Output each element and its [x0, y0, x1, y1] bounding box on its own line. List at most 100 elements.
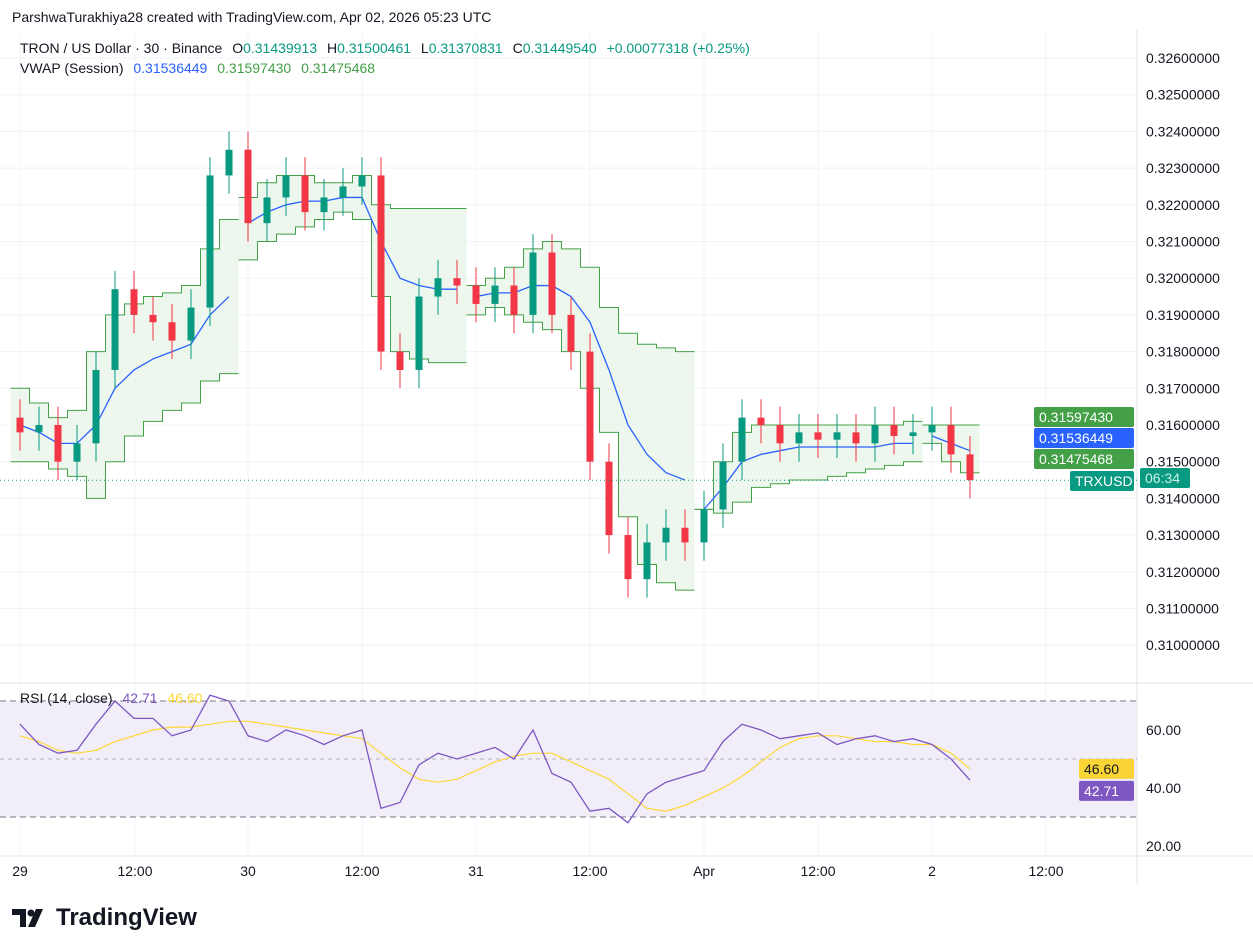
rsi-ma-badge-text: 46.60	[1084, 761, 1119, 777]
change-value: +0.00077318 (+0.25%)	[606, 40, 750, 56]
time-tick-label: 29	[12, 863, 28, 879]
time-tick-label: 12:00	[572, 863, 607, 879]
vwap-value: 0.31536449	[133, 60, 208, 76]
candle-body	[966, 454, 974, 481]
countdown-badge	[1140, 468, 1190, 488]
candle-body	[54, 425, 62, 462]
candle-body	[890, 425, 898, 437]
symbol-legend[interactable]: TRON / US Dollar · 30 · Binance O0.31439…	[20, 40, 756, 56]
price-tick-label: 0.31600000	[1146, 417, 1220, 433]
candle-body	[605, 461, 613, 536]
low-label: L	[420, 40, 429, 56]
time-tick-label: 31	[468, 863, 484, 879]
candle-body	[662, 527, 670, 543]
candle-body	[909, 432, 917, 437]
price-tick-label: 0.32100000	[1146, 234, 1220, 250]
price-tick-label: 0.32500000	[1146, 87, 1220, 103]
rsi-ma-value: 46.60	[167, 690, 203, 706]
rsi-value: 42.71	[122, 690, 158, 706]
price-tick-label: 0.31100000	[1146, 601, 1219, 617]
candle-body	[358, 175, 366, 187]
logo-text: TradingView	[56, 904, 197, 931]
time-tick-label: 2	[928, 863, 936, 879]
candle-body	[833, 432, 841, 440]
candle-body	[35, 425, 43, 433]
candle-body	[453, 278, 461, 286]
candle-body	[548, 252, 556, 315]
candle-body	[339, 186, 347, 198]
candle-body	[130, 289, 138, 315]
low-value: 0.31370831	[428, 40, 503, 56]
rsi-title: RSI (14, close)	[20, 690, 113, 706]
candle-body	[567, 314, 575, 352]
vwap-lower-badge	[1034, 449, 1134, 469]
candle-body	[263, 197, 271, 224]
candle-body	[700, 509, 708, 543]
vwap-title: VWAP (Session)	[20, 60, 124, 76]
tradingview-logo[interactable]: TradingView	[12, 904, 197, 932]
price-tick-label: 0.31000000	[1146, 637, 1220, 653]
vwap-badge	[1034, 428, 1134, 448]
candle-body	[738, 417, 746, 462]
rsi-legend[interactable]: RSI (14, close) 42.71 46.60	[20, 690, 208, 706]
candle-body	[472, 285, 480, 304]
candle-body	[244, 149, 252, 224]
time-tick-label: 12:00	[1028, 863, 1063, 879]
vwap-band-fill	[238, 175, 467, 363]
time-tick-label: 12:00	[344, 863, 379, 879]
vwap-upper-line	[238, 174, 467, 209]
candle-body	[168, 322, 176, 341]
candle-body	[681, 527, 689, 543]
price-tick-label: 0.32600000	[1146, 50, 1220, 66]
candle-body	[624, 535, 632, 580]
candle-body	[871, 425, 879, 444]
symbol-title: TRON / US Dollar · 30 · Binance	[20, 40, 223, 56]
candle-body	[301, 175, 309, 213]
rsi-tick-label: 60.00	[1146, 722, 1181, 738]
rsi-badge	[1079, 780, 1134, 801]
candle-body	[320, 197, 328, 213]
vwap-legend[interactable]: VWAP (Session) 0.31536449 0.31597430 0.3…	[20, 60, 381, 76]
candle-body	[795, 432, 803, 444]
rsi-tick-label: 20.00	[1146, 838, 1181, 854]
candle-body	[396, 351, 404, 370]
candle-body	[814, 432, 822, 440]
price-tick-label: 0.32300000	[1146, 160, 1220, 176]
price-tick-label: 0.31400000	[1146, 490, 1220, 506]
candle-body	[282, 175, 290, 198]
candle-body	[415, 296, 423, 370]
vwap-upper-badge	[1034, 407, 1134, 427]
time-tick-label: Apr	[693, 863, 715, 879]
high-label: H	[326, 40, 338, 56]
price-tick-label: 0.32000000	[1146, 270, 1220, 286]
candle-body	[377, 175, 385, 352]
vwap-band-fill	[466, 241, 695, 591]
vwap-line	[247, 196, 457, 290]
rsi-ma-badge	[1079, 758, 1134, 779]
vwap-upper-line	[466, 241, 695, 353]
open-value: 0.31439913	[243, 40, 318, 56]
vwap-lower-line	[10, 373, 239, 499]
candle-body	[16, 417, 24, 433]
candle-body	[510, 285, 518, 315]
countdown-badge-text: 06:34	[1145, 470, 1180, 486]
candle-body	[434, 278, 442, 297]
candle-body	[643, 542, 651, 580]
candle-body	[586, 351, 594, 462]
vwap-lower-badge-text: 0.31475468	[1039, 451, 1113, 467]
rsi-badge-text: 42.71	[1084, 783, 1119, 799]
vwap-upper-badge-text: 0.31597430	[1039, 409, 1113, 425]
vwap-upper-value: 0.31597430	[217, 60, 292, 76]
vwap-badge-text: 0.31536449	[1039, 430, 1113, 446]
close-label: C	[512, 40, 523, 56]
time-tick-label: 30	[240, 863, 256, 879]
time-tick-label: 12:00	[800, 863, 835, 879]
price-tick-label: 0.31200000	[1146, 564, 1220, 580]
candle-body	[92, 369, 100, 444]
price-tick-label: 0.31500000	[1146, 454, 1220, 470]
price-tick-label: 0.32200000	[1146, 197, 1220, 213]
price-tick-label: 0.31800000	[1146, 344, 1220, 360]
close-value: 0.31449540	[522, 40, 597, 56]
